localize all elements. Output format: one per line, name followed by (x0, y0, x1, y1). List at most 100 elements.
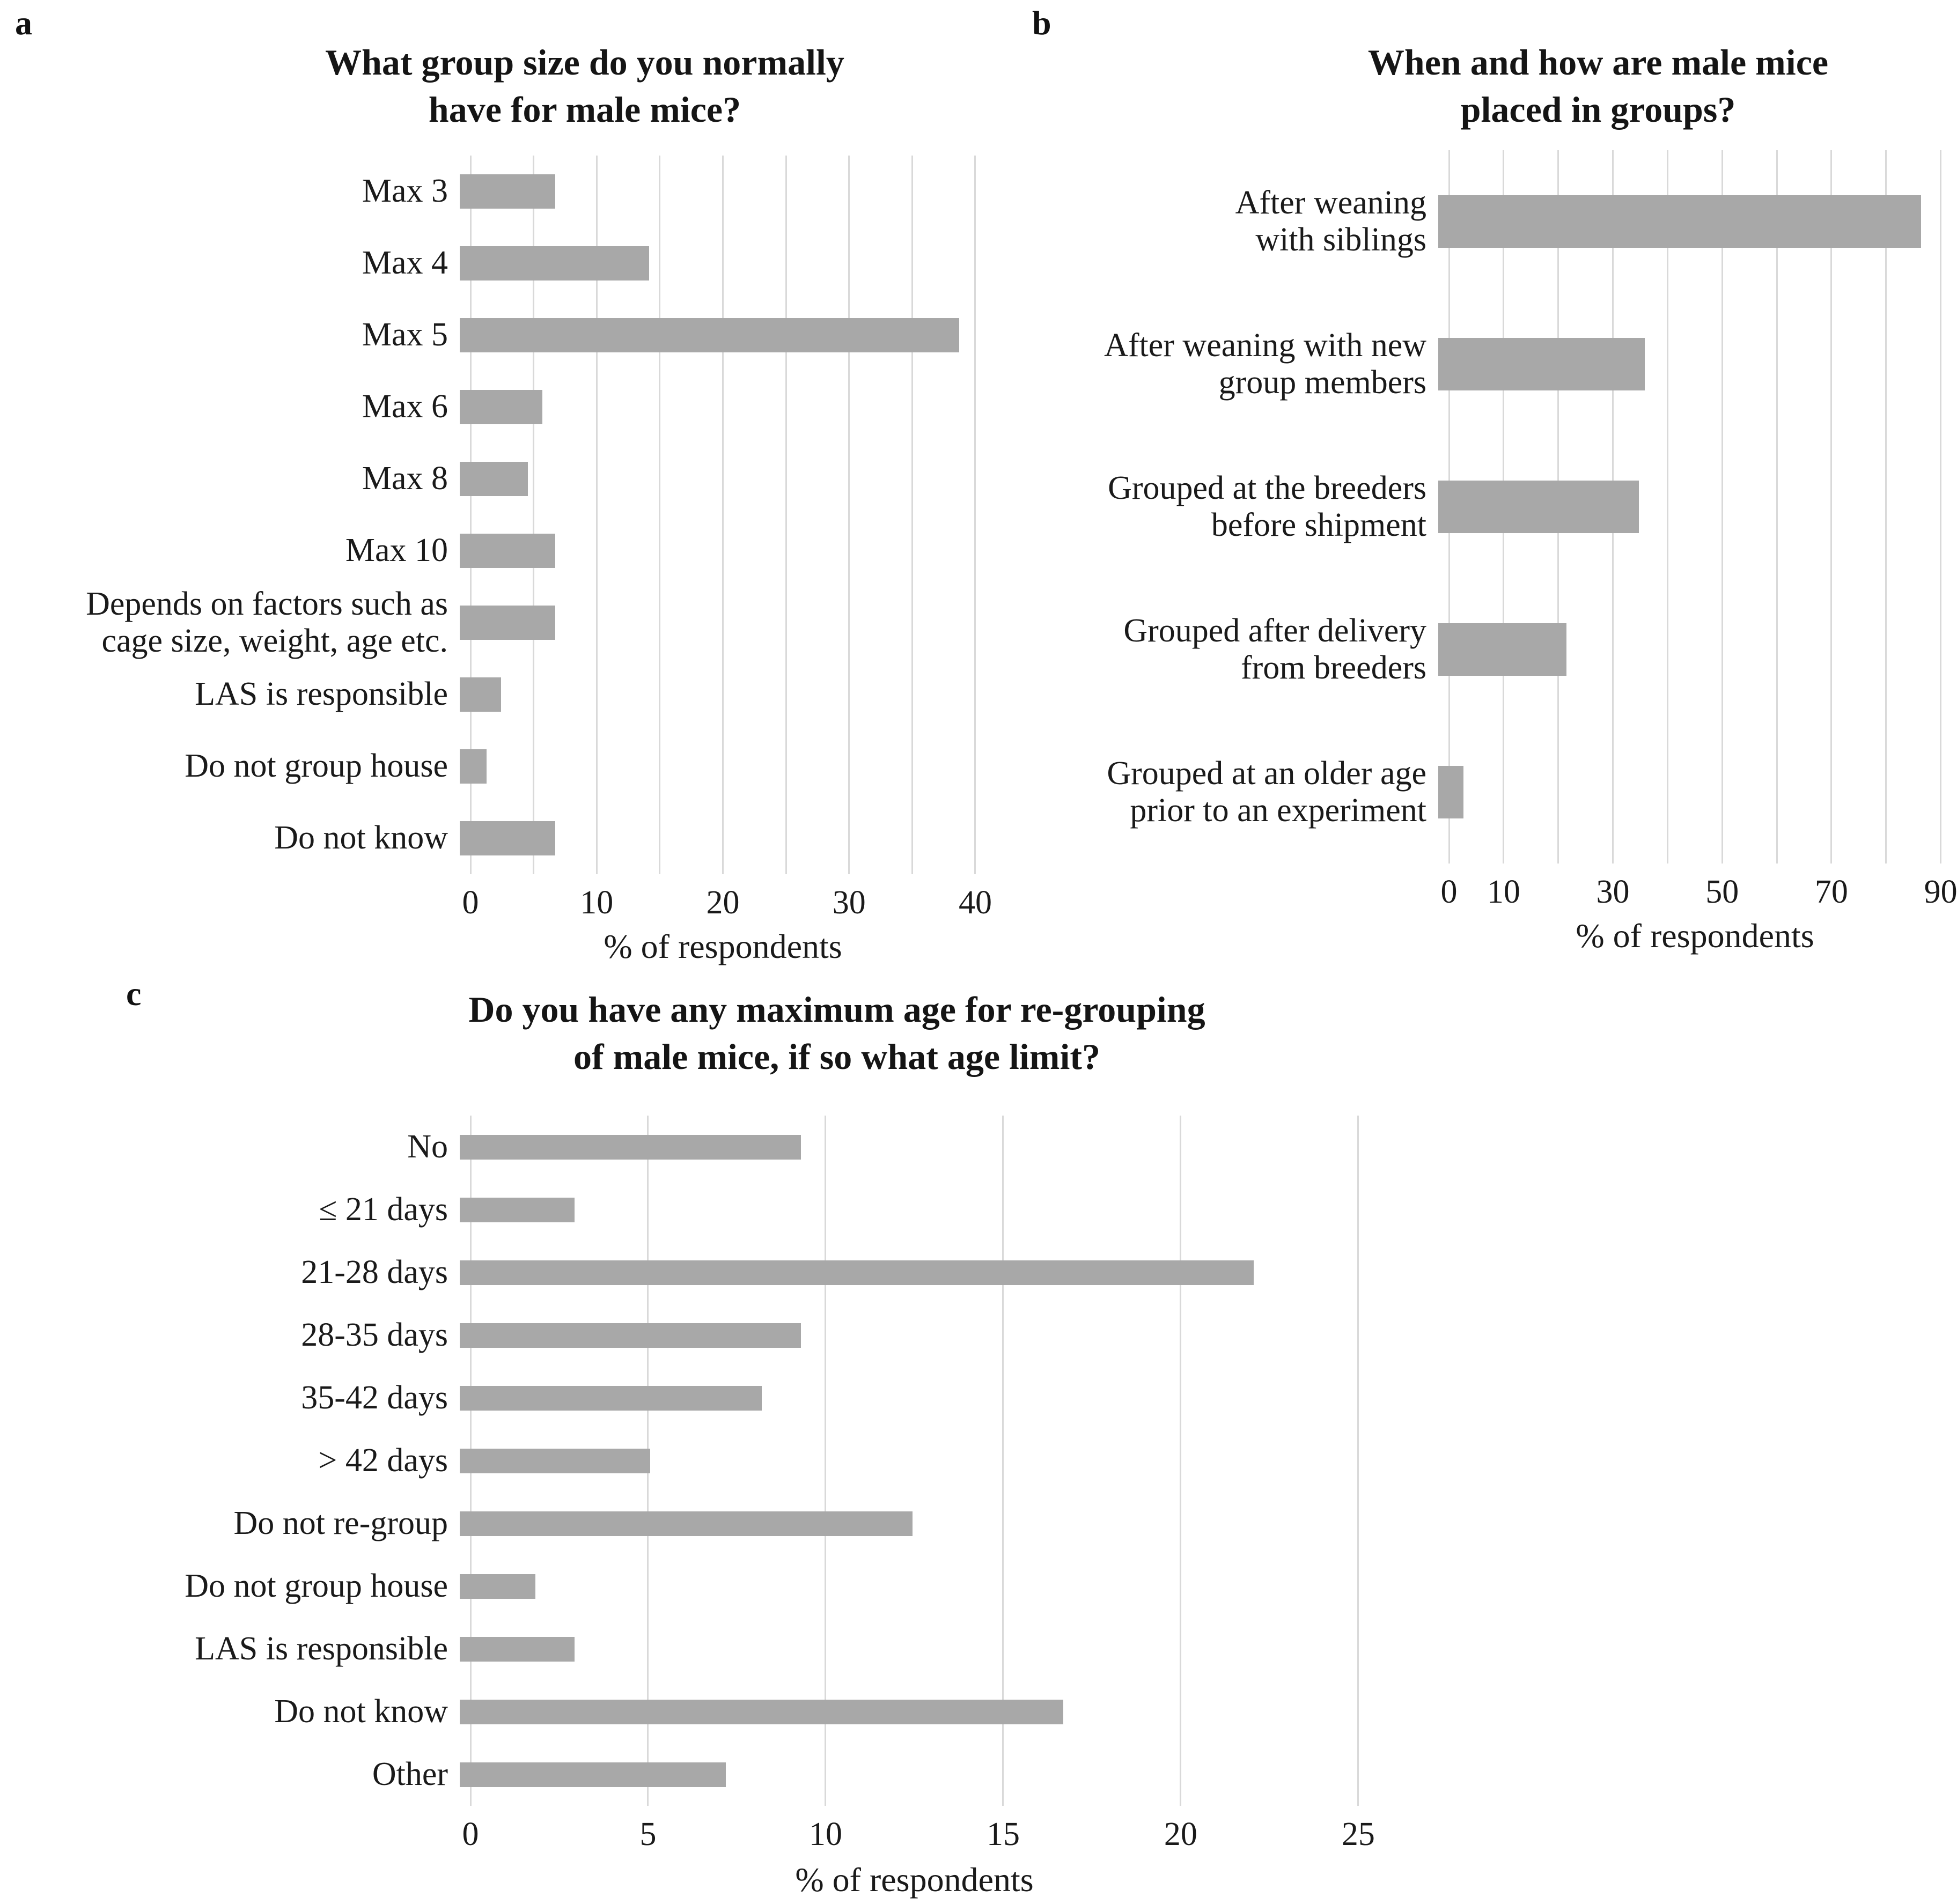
bar (460, 1260, 1254, 1285)
bar (460, 1323, 801, 1348)
category-label: Max 6 (362, 388, 448, 425)
category-label: 28-35 days (301, 1316, 448, 1353)
bar (460, 390, 542, 424)
chart-row: Max 5 (0, 299, 1000, 371)
chart-a-rows: Max 3 Max 4 Max 5 Max 6 Max 8 Max 10 Depends o… (0, 156, 1000, 874)
bar (460, 246, 649, 281)
category-label: LAS is responsible (195, 1630, 448, 1667)
x-tick-label: 10 (1487, 874, 1520, 910)
chart-b-rows: After weaning with siblings After weaning… (979, 150, 1952, 864)
bar (460, 1134, 801, 1160)
panel-letter-a: a (15, 4, 32, 42)
gridline (1940, 150, 1942, 864)
category-label: Grouped at the breeders before shipment (1108, 469, 1426, 543)
gridline (1721, 150, 1723, 864)
chart-row: Grouped at the breeders before shipment (979, 436, 1952, 578)
x-tick-label: 70 (1814, 874, 1848, 910)
gridline (722, 156, 724, 874)
category-label: After weaning with new group members (1104, 327, 1426, 401)
chart-a-gridlines (469, 156, 1000, 874)
chart-row: 21-28 days (0, 1241, 1376, 1304)
x-tick-label: 50 (1705, 874, 1739, 910)
gridline (533, 156, 535, 874)
bar-track (460, 515, 1000, 587)
chart-row: ≤ 21 days (0, 1178, 1376, 1241)
bar (460, 1511, 913, 1536)
gridline (911, 156, 913, 874)
bar-track (460, 1116, 1376, 1178)
category-label: LAS is responsible (195, 676, 448, 713)
category-label: Do not know (274, 820, 448, 857)
gridline (1830, 150, 1833, 864)
chart-c-title: Do you have any maximum age for re-group… (468, 989, 1205, 1078)
x-tick-label: 10 (808, 1816, 842, 1853)
chart-row: Do not know (0, 802, 1000, 874)
chart-row: After weaning with new group members (979, 293, 1952, 436)
chart-panel-c: c Do you have any maximum age for re-gro… (0, 960, 1416, 1904)
gridline (848, 156, 850, 874)
category-label: Depends on factors such as cage size, we… (86, 585, 448, 659)
bar-track (460, 443, 1000, 515)
category-label: Do not group house (185, 748, 448, 785)
bar-track (460, 1555, 1376, 1618)
x-tick-label: 25 (1341, 1816, 1375, 1853)
chart-row: LAS is responsible (0, 1618, 1376, 1680)
panel-letter-c: c (126, 975, 142, 1013)
bar (460, 677, 501, 712)
bar-track (460, 1680, 1376, 1743)
chart-a-x-axis-label: % of respondents (604, 927, 842, 965)
gridline (1180, 1116, 1182, 1806)
gridline (469, 156, 472, 874)
chart-row: > 42 days (0, 1429, 1376, 1492)
bar-track (1438, 293, 1952, 436)
gridline (1666, 150, 1668, 864)
bar (460, 1385, 762, 1411)
bar-track (460, 156, 1000, 227)
bar-track (460, 299, 1000, 371)
bar (460, 821, 555, 855)
bar-track (460, 730, 1000, 802)
panel-letter-b: b (1032, 4, 1051, 42)
bar (460, 534, 555, 568)
chart-row: LAS is responsible (0, 659, 1000, 730)
category-label: Do not group house (185, 1567, 448, 1604)
bar (460, 462, 528, 496)
bar (460, 1636, 575, 1662)
bar-track (460, 1241, 1376, 1304)
bar-track (1438, 721, 1952, 864)
chart-row: After weaning with siblings (979, 150, 1952, 293)
bar (460, 318, 960, 352)
chart-panel-b: b When and how are male mice placed in g… (979, 0, 1957, 960)
category-label: After weaning with siblings (1235, 184, 1426, 258)
chart-a-title: What group size do you normally have for… (325, 42, 844, 130)
x-tick-label: 40 (958, 884, 992, 921)
category-label: Max 4 (362, 245, 448, 282)
bar (460, 749, 487, 784)
gridline (1002, 1116, 1004, 1806)
chart-row: Depends on factors such as cage size, we… (0, 585, 1000, 659)
chart-row: No (0, 1116, 1376, 1178)
x-tick-label: 0 (1440, 874, 1458, 910)
chart-row: Do not group house (0, 730, 1000, 802)
chart-row: Max 10 (0, 515, 1000, 587)
chart-row: Max 4 (0, 227, 1000, 299)
x-tick-label: 10 (580, 884, 614, 921)
x-tick-label: 30 (1596, 874, 1630, 910)
bar (460, 174, 555, 209)
category-label: 21-28 days (301, 1253, 448, 1290)
gridline (974, 156, 976, 874)
chart-row: Do not group house (0, 1555, 1376, 1618)
bar-track (460, 1743, 1376, 1806)
chart-row: Grouped at an older age prior to an expe… (979, 721, 1952, 864)
bar-track (460, 659, 1000, 730)
bar (460, 1448, 650, 1473)
chart-row: 35-42 days (0, 1367, 1376, 1429)
chart-a-x-axis-ticks: 0 10 20 30 40 (462, 884, 1000, 927)
x-tick-label: 0 (462, 884, 479, 921)
bar (1438, 338, 1645, 390)
bar (1438, 195, 1921, 248)
gridline (1776, 150, 1778, 864)
category-label: Do not know (274, 1693, 448, 1730)
bar (460, 1574, 535, 1599)
